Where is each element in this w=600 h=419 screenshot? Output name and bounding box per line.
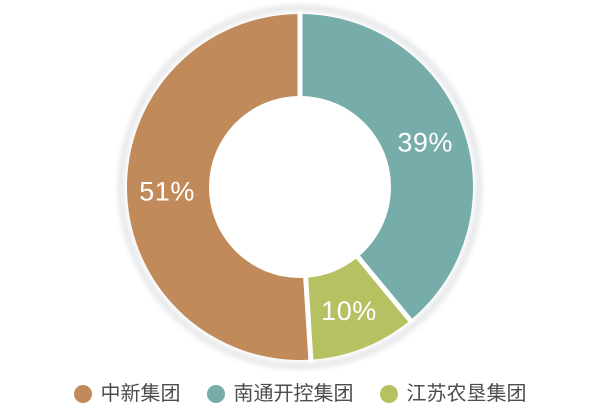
legend-label-2: 南通开控集团 xyxy=(233,383,354,405)
legend-item-2[interactable]: 南通开控集团 xyxy=(206,382,354,406)
donut-hole xyxy=(209,96,391,278)
legend-dot-1 xyxy=(73,385,92,403)
pie-slice-label-2: 39% xyxy=(397,127,453,157)
pie-slice-label-3: 10% xyxy=(321,296,377,326)
legend-label-3: 江苏农垦集团 xyxy=(406,383,527,405)
chart-legend: 中新集团 南通开控集团 江苏农垦集团 xyxy=(0,382,600,406)
donut-halo xyxy=(117,4,483,370)
legend-label-1: 中新集团 xyxy=(100,383,181,405)
legend-dot-2 xyxy=(206,385,225,403)
legend-dot-3 xyxy=(379,385,398,403)
pie-slice-label-1: 51% xyxy=(139,177,195,207)
legend-item-3[interactable]: 江苏农垦集团 xyxy=(379,382,527,406)
legend-item-1[interactable]: 中新集团 xyxy=(73,382,181,406)
